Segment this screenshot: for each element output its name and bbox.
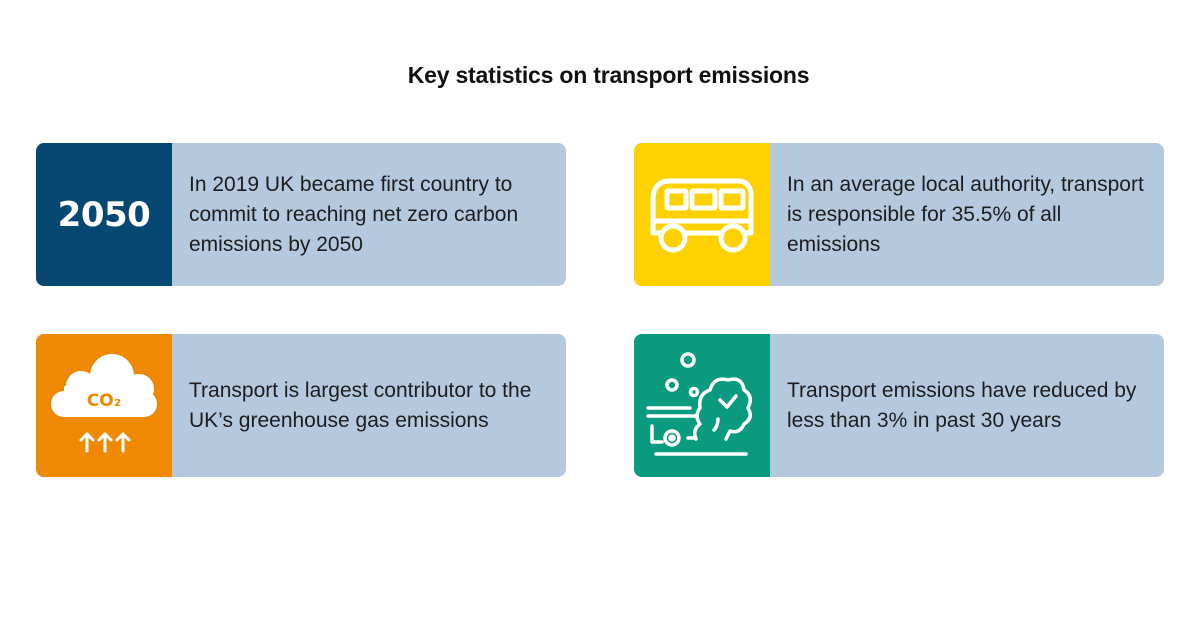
- stat-card-emissions-reduction: Transport emissions have reduced by less…: [634, 334, 1164, 477]
- stat-text: Transport is largest contributor to the …: [172, 334, 566, 477]
- page-title: Key statistics on transport emissions: [407, 62, 810, 88]
- year-badge: 2050: [57, 194, 151, 235]
- stat-text: Transport emissions have reduced by less…: [770, 334, 1164, 477]
- co2-cloud-icon: CO₂: [51, 354, 157, 453]
- exhaust-smoke-icon: [646, 352, 752, 456]
- exhaust-icon-panel: [634, 334, 770, 477]
- van-icon: [650, 178, 754, 253]
- stat-text-net-zero: In 2019 UK became first country to commi…: [189, 172, 519, 256]
- stat-card-largest-contributor: CO₂ Transport is largest contributor to …: [36, 334, 566, 477]
- stat-text-emissions-reduction: Transport emissions have reduced by less…: [787, 378, 1137, 432]
- co2-icon-panel: CO₂: [36, 334, 172, 477]
- stat-text-local-authority: In an average local authority, transport…: [787, 172, 1144, 256]
- stat-card-net-zero: 2050 In 2019 UK became first country to …: [36, 143, 566, 286]
- stat-text: In an average local authority, transport…: [770, 143, 1164, 286]
- van-icon-panel: [634, 143, 770, 286]
- co2-label: CO₂: [87, 391, 121, 411]
- stat-text: In 2019 UK became first country to commi…: [172, 143, 566, 286]
- stat-text-largest-contributor: Transport is largest contributor to the …: [189, 378, 532, 432]
- stat-card-local-authority: In an average local authority, transport…: [634, 143, 1164, 286]
- year-badge-panel: 2050: [36, 143, 172, 286]
